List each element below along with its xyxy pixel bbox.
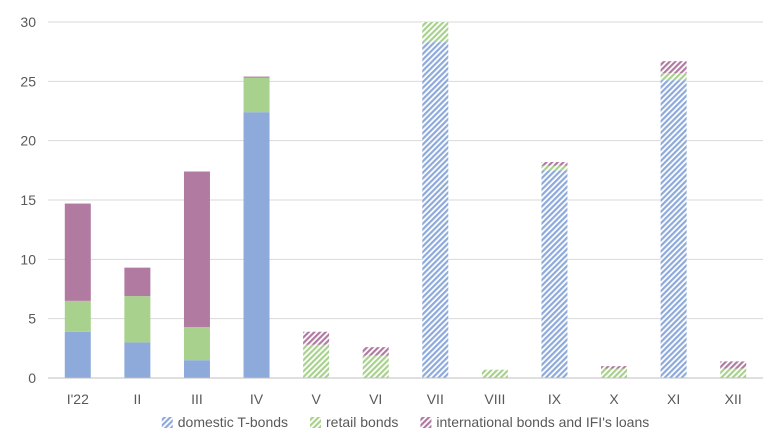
x-tick-label: III bbox=[191, 391, 203, 407]
legend-swatch bbox=[161, 417, 173, 428]
bar-retail-bonds bbox=[601, 368, 628, 378]
x-tick-label: VII bbox=[427, 391, 444, 407]
bar-international-bonds-and-ifi-s-loans bbox=[541, 162, 568, 166]
bar-international-bonds-and-ifi-s-loans bbox=[124, 267, 151, 297]
x-tick-label: IV bbox=[250, 391, 264, 407]
bar-international-bonds-and-ifi-s-loans bbox=[362, 347, 389, 356]
bar-international-bonds-and-ifi-s-loans bbox=[660, 61, 687, 74]
bar-domestic-t-bonds bbox=[660, 80, 687, 378]
bar-international-bonds-and-ifi-s-loans bbox=[183, 171, 210, 327]
bar-domestic-t-bonds bbox=[64, 331, 91, 378]
x-tick-label: I'22 bbox=[67, 391, 89, 407]
bar-retail-bonds bbox=[124, 296, 151, 343]
legend-swatch bbox=[310, 417, 322, 428]
bar-domestic-t-bonds bbox=[541, 170, 568, 378]
bar-international-bonds-and-ifi-s-loans bbox=[243, 76, 270, 78]
bar-international-bonds-and-ifi-s-loans bbox=[64, 203, 91, 301]
bar-retail-bonds bbox=[303, 344, 330, 378]
x-tick-label: X bbox=[609, 391, 619, 407]
y-tick-label: 5 bbox=[28, 311, 36, 327]
bar-retail-bonds bbox=[422, 22, 449, 43]
y-tick-label: 20 bbox=[20, 133, 36, 149]
legend-label: retail bonds bbox=[326, 414, 398, 430]
bar-international-bonds-and-ifi-s-loans bbox=[601, 366, 628, 369]
legend-item-domestic-t-bonds: domestic T-bonds bbox=[161, 414, 288, 430]
y-tick-label: 10 bbox=[20, 251, 36, 267]
legend-swatch bbox=[420, 417, 432, 428]
x-tick-label: IX bbox=[548, 391, 562, 407]
legend-label: domestic T-bonds bbox=[178, 414, 288, 430]
bar-retail-bonds bbox=[660, 73, 687, 81]
y-tick-label: 25 bbox=[20, 73, 36, 89]
bar-retail-bonds bbox=[720, 368, 747, 378]
grid-layer bbox=[48, 21, 763, 320]
y-tick-label: 15 bbox=[20, 192, 36, 208]
x-tick-label: V bbox=[311, 391, 321, 407]
y-tick-label: 30 bbox=[20, 14, 36, 30]
x-tick-label: XII bbox=[725, 391, 742, 407]
bar-retail-bonds bbox=[541, 165, 568, 171]
bar-international-bonds-and-ifi-s-loans bbox=[303, 331, 330, 345]
bar-retail-bonds bbox=[64, 300, 91, 332]
x-tick-label: VI bbox=[369, 391, 382, 407]
bar-domestic-t-bonds bbox=[183, 360, 210, 378]
bar-domestic-t-bonds bbox=[422, 42, 449, 378]
legend-item-international-bonds-and-ifi-s-loans: international bonds and IFI's loans bbox=[420, 414, 649, 430]
bar-retail-bonds bbox=[243, 77, 270, 113]
x-tick-label: XI bbox=[667, 391, 680, 407]
y-tick-label: 0 bbox=[28, 370, 36, 386]
bar-layer bbox=[64, 22, 747, 378]
bar-domestic-t-bonds bbox=[124, 342, 151, 378]
bar-retail-bonds bbox=[183, 326, 210, 361]
legend-item-retail-bonds: retail bonds bbox=[310, 414, 398, 430]
bar-international-bonds-and-ifi-s-loans bbox=[720, 361, 747, 369]
bar-retail-bonds bbox=[481, 369, 508, 378]
x-tick-label: VIII bbox=[484, 391, 505, 407]
bar-retail-bonds bbox=[362, 355, 389, 378]
x-tick-label: II bbox=[133, 391, 141, 407]
legend: domestic T-bonds retail bonds internationa… bbox=[161, 414, 649, 430]
legend-label: international bonds and IFI's loans bbox=[436, 414, 649, 430]
bar-domestic-t-bonds bbox=[243, 112, 270, 378]
